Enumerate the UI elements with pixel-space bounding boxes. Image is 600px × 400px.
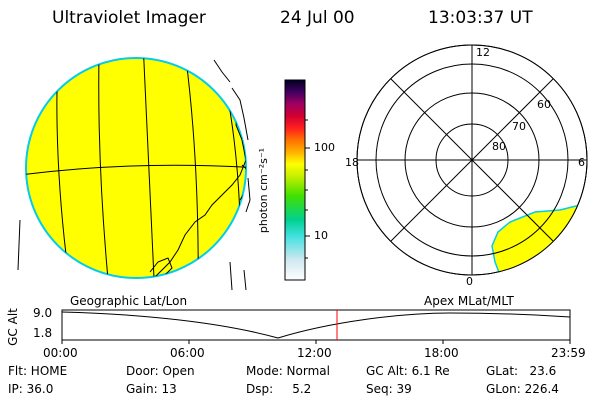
- geographic-label: Geographic Lat/Lon: [70, 294, 188, 308]
- status-dsp: Dsp: 5.2: [246, 382, 312, 396]
- polar-plot: [356, 44, 588, 276]
- x-tick-label: 06:00: [170, 346, 205, 360]
- date-label: 24 Jul 00: [280, 8, 355, 28]
- altitude-curve: [61, 311, 571, 339]
- colorbar-unit: photon cm⁻²s⁻¹: [257, 147, 271, 234]
- coastline-outside: [213, 59, 249, 141]
- longitude-line: [141, 58, 156, 278]
- instrument-title: Ultraviolet Imager: [52, 8, 206, 28]
- status-flt: Flt: HOME: [8, 364, 68, 378]
- altitude-ytick-bottom: 1.8: [33, 326, 53, 340]
- altitude-ytick-top: 9.0: [33, 306, 53, 320]
- mlt-18-label: 18: [345, 156, 359, 169]
- lat-70-label: 70: [512, 120, 526, 133]
- coastline: [149, 257, 173, 278]
- status-door: Door: Open: [126, 364, 195, 378]
- time-label: 13:03:37 UT: [428, 8, 533, 28]
- status-seq: Seq: 39: [366, 382, 412, 396]
- x-tick-label: 23:59: [551, 346, 586, 360]
- x-tick-label: 12:00: [297, 346, 332, 360]
- status-ip: IP: 36.0: [8, 382, 54, 396]
- latitude-line: [26, 164, 246, 176]
- status-gain: Gain: 13: [126, 382, 177, 396]
- status-gcalt: GC Alt: 6.1 Re: [366, 364, 450, 378]
- longitude-line: [98, 58, 111, 278]
- colorbar-tick-10: 10: [314, 229, 328, 242]
- earth-image: [17, 57, 251, 291]
- colorbar-tick-100: 100: [314, 141, 335, 154]
- mlt-6-label: 6: [578, 156, 585, 169]
- status-glon: GLon: 226.4: [486, 382, 559, 396]
- mlt-0-label: 0: [466, 275, 473, 288]
- altitude-ylabel: GC Alt: [5, 308, 20, 346]
- status-mode: Mode: Normal: [246, 364, 330, 378]
- apex-label: Apex MLat/MLT: [424, 294, 514, 308]
- color-bar: [284, 79, 306, 281]
- mlt-12-label: 12: [476, 46, 490, 59]
- x-tick-label: 00:00: [43, 346, 78, 360]
- altitude-plot: [61, 309, 571, 344]
- status-glat: GLat: 23.6: [486, 364, 557, 378]
- lat-80-label: 80: [492, 140, 506, 153]
- x-tick-label: 18:00: [424, 346, 459, 360]
- lat-60-label: 60: [537, 98, 551, 111]
